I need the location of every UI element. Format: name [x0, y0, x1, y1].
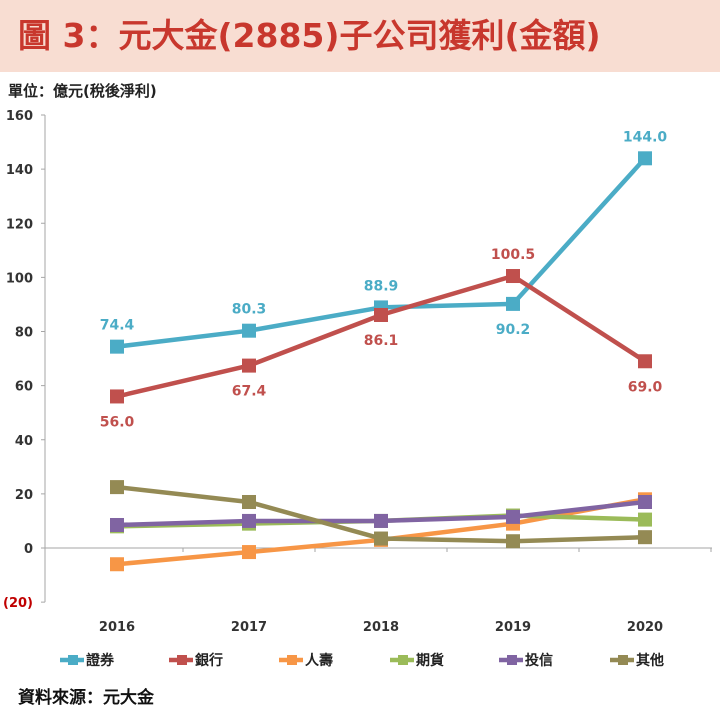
legend-label: 銀行	[195, 652, 223, 669]
data-point-marker	[110, 480, 124, 495]
data-point-marker	[638, 151, 652, 166]
y-tick-label: 80	[15, 326, 33, 341]
legend-swatch-marker	[618, 655, 628, 665]
data-point-marker	[242, 513, 256, 528]
data-point-marker	[638, 354, 652, 369]
data-point-marker	[638, 512, 652, 527]
x-tick-label: 2016	[99, 620, 135, 635]
data-point-marker	[242, 494, 256, 509]
legend-label: 投信	[525, 652, 553, 669]
data-label: 90.2	[496, 322, 531, 338]
data-point-marker	[506, 269, 520, 284]
y-tick-label: 0	[24, 542, 33, 557]
legend-swatch-marker	[287, 655, 297, 665]
data-label: 88.9	[364, 278, 399, 294]
unit-label: 單位：億元(稅後淨利)	[8, 82, 157, 100]
legend-label: 期貨	[416, 652, 444, 669]
data-point-marker	[374, 307, 388, 322]
chart-data-labels: 74.4 80.3 88.9 90.2 144.0 56.0 67.4 86.1 100.5 69…	[100, 129, 668, 430]
legend-label: 其他	[636, 652, 664, 669]
legend-label: 證券	[86, 652, 115, 669]
data-point-marker	[110, 517, 124, 532]
data-label: 80.3	[232, 302, 267, 318]
data-label: 86.1	[364, 333, 399, 349]
x-tick-label: 2017	[231, 620, 267, 635]
data-label: 56.0	[100, 414, 135, 430]
data-label: 144.0	[623, 129, 668, 145]
legend-swatch-marker	[68, 655, 78, 665]
data-point-marker	[638, 494, 652, 509]
chart-axes: (20) 0 20 40 60 80 100 120 140 160 2016 2017 2018 201…	[3, 109, 712, 635]
data-point-marker	[242, 323, 256, 338]
data-point-marker	[374, 531, 388, 546]
data-label: 74.4	[100, 318, 135, 334]
x-tick-label: 2019	[495, 620, 531, 635]
data-point-marker	[242, 545, 256, 560]
data-point-marker	[110, 557, 124, 572]
x-tick-label: 2018	[363, 620, 399, 635]
y-tick-label: 160	[6, 109, 33, 124]
y-tick-label: 60	[15, 380, 33, 395]
title-bar	[0, 0, 720, 72]
data-point-marker	[506, 296, 520, 311]
data-point-marker	[110, 389, 124, 404]
data-point-marker	[506, 509, 520, 524]
data-point-marker	[506, 534, 520, 549]
source-note: 資料來源：元大金	[18, 688, 154, 708]
y-tick-label: 140	[6, 163, 33, 178]
legend-swatch-marker	[177, 655, 187, 665]
y-tick-label: 100	[6, 271, 33, 286]
data-point-marker	[110, 339, 124, 354]
chart-series	[110, 151, 652, 572]
data-label: 69.0	[628, 379, 663, 395]
data-point-marker	[374, 513, 388, 528]
y-tick-label: 40	[15, 434, 33, 449]
chart-legend: 證券 銀行 人壽 期貨 投信 其他	[60, 652, 664, 669]
data-point-marker	[242, 358, 256, 373]
legend-swatch-marker	[507, 655, 517, 665]
data-label: 100.5	[491, 247, 535, 263]
legend-swatch-marker	[398, 655, 408, 665]
y-tick-label: (20)	[3, 596, 33, 611]
y-tick-label: 20	[15, 488, 33, 503]
chart-title: 圖 3：元大金(2885)子公司獲利(金額)	[18, 16, 601, 55]
legend-label: 人壽	[305, 652, 333, 669]
data-label: 67.4	[232, 384, 267, 400]
y-tick-label: 120	[6, 217, 33, 232]
x-tick-label: 2020	[627, 620, 663, 635]
data-point-marker	[638, 530, 652, 545]
